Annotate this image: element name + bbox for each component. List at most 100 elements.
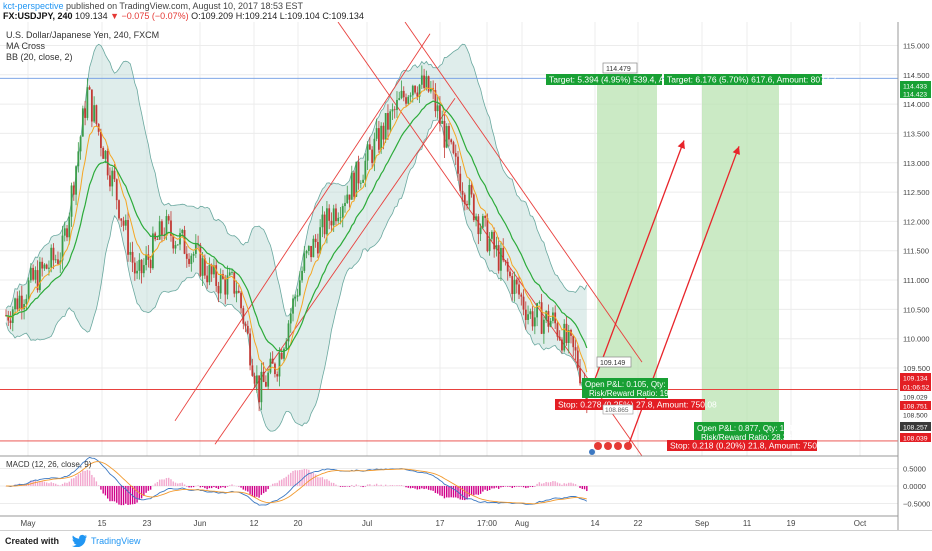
candle-body	[73, 185, 75, 194]
candle-body	[263, 372, 265, 382]
candle-body	[55, 259, 57, 260]
macd-histogram-bar	[209, 486, 210, 488]
macd-histogram-bar	[322, 477, 323, 486]
macd-histogram-bar	[66, 483, 67, 486]
chart-header: kct-perspective published on TradingView…	[0, 0, 932, 22]
candle-body	[464, 195, 466, 204]
macd-histogram-bar	[249, 486, 250, 494]
candle-body	[279, 353, 281, 377]
macd-histogram-bar	[399, 485, 400, 486]
candle-body	[138, 260, 140, 271]
symbol-name[interactable]: FX:USDJPY, 240	[3, 11, 73, 21]
macd-histogram-bar	[392, 485, 393, 486]
candle-body	[116, 179, 118, 200]
candle-body	[340, 217, 342, 218]
macd-histogram-bar	[557, 483, 558, 486]
candle-body	[498, 245, 500, 271]
candle-body	[141, 260, 143, 273]
footer-brand[interactable]: TradingView	[91, 536, 141, 546]
macd-histogram-bar	[254, 486, 255, 498]
macd-histogram-bar	[308, 470, 309, 486]
event-flag-icon[interactable]	[624, 442, 632, 450]
candle-body	[238, 291, 240, 293]
candle-body	[326, 208, 328, 234]
candle-body	[405, 97, 407, 103]
macd-histogram-bar	[96, 481, 97, 486]
macd-histogram-bar	[358, 485, 359, 486]
candle-body	[105, 151, 107, 159]
macd-histogram-bar	[530, 486, 531, 487]
candle-body	[41, 262, 43, 269]
macd-histogram-bar	[550, 482, 551, 486]
candle-body	[317, 242, 319, 253]
candle-body	[491, 232, 493, 239]
macd-histogram-bar	[374, 485, 375, 486]
macd-tick: 0.5000	[903, 465, 926, 474]
candle-body	[294, 297, 296, 299]
footer-bar: Created with TradingView	[0, 530, 932, 551]
candle-body	[188, 259, 190, 264]
candle-body	[349, 195, 351, 200]
down-arrow-icon: ▼	[110, 11, 119, 21]
macd-histogram-bar	[462, 486, 463, 500]
macd-histogram-bar	[324, 479, 325, 486]
candle-body	[50, 248, 52, 268]
candle-body	[428, 76, 430, 91]
candle-body	[477, 216, 479, 234]
candle-body	[233, 272, 235, 293]
macd-histogram-bar	[170, 479, 171, 486]
macd-histogram-bar	[225, 486, 226, 488]
time-tick: 17	[436, 519, 445, 528]
candle-body	[150, 260, 152, 268]
macd-histogram-bar	[166, 478, 167, 486]
candle-body	[385, 113, 387, 140]
price-flag: 108.257	[903, 425, 928, 432]
legend-bb[interactable]: BB (20, close, 2)	[6, 52, 73, 62]
time-tick: 15	[98, 519, 107, 528]
candle-body	[482, 216, 484, 228]
macd-histogram-bar	[222, 486, 223, 487]
legend-ma[interactable]: MA Cross	[6, 41, 46, 51]
author-link[interactable]: kct-perspective	[3, 1, 64, 11]
macd-histogram-bar	[435, 486, 436, 493]
macd-histogram-bar	[380, 485, 381, 486]
candle-body	[21, 296, 23, 310]
candle-body	[489, 239, 491, 251]
candle-body	[32, 268, 34, 280]
macd-label[interactable]: MACD (12, 26, close, 9)	[6, 460, 92, 469]
macd-histogram-bar	[326, 479, 327, 486]
macd-histogram-bar	[109, 486, 110, 501]
candle-body	[240, 293, 242, 308]
candle-body	[14, 298, 16, 309]
candle-body	[448, 126, 450, 139]
macd-histogram-bar	[82, 470, 83, 486]
macd-histogram-bar	[428, 486, 429, 490]
candle-body	[383, 126, 385, 140]
candle-body	[77, 151, 79, 166]
candle-body	[71, 185, 73, 216]
macd-histogram-bar	[344, 486, 345, 487]
candle-body	[468, 185, 470, 205]
event-flag-icon[interactable]	[614, 442, 622, 450]
candle-body	[471, 185, 473, 194]
macd-histogram-bar	[57, 485, 58, 486]
event-flag-icon[interactable]	[589, 449, 595, 455]
candle-body	[412, 86, 414, 95]
macd-histogram-bar	[286, 477, 287, 486]
candle-body	[190, 256, 192, 264]
candle-body	[358, 162, 360, 184]
candle-body	[245, 324, 247, 326]
candle-body	[10, 321, 12, 323]
candle-body	[254, 376, 256, 384]
event-flag-icon[interactable]	[594, 442, 602, 450]
macd-histogram-bar	[500, 486, 501, 487]
event-flag-icon[interactable]	[604, 442, 612, 450]
candle-body	[34, 270, 36, 280]
candle-body	[557, 323, 559, 336]
candle-body	[172, 236, 174, 249]
macd-histogram-bar	[107, 486, 108, 499]
candle-body	[281, 353, 283, 359]
macd-histogram-bar	[498, 486, 499, 489]
price-chart[interactable]: U.S. Dollar/Japanese Yen, 240, FXCM MA C…	[0, 22, 932, 530]
candle-body	[387, 113, 389, 130]
